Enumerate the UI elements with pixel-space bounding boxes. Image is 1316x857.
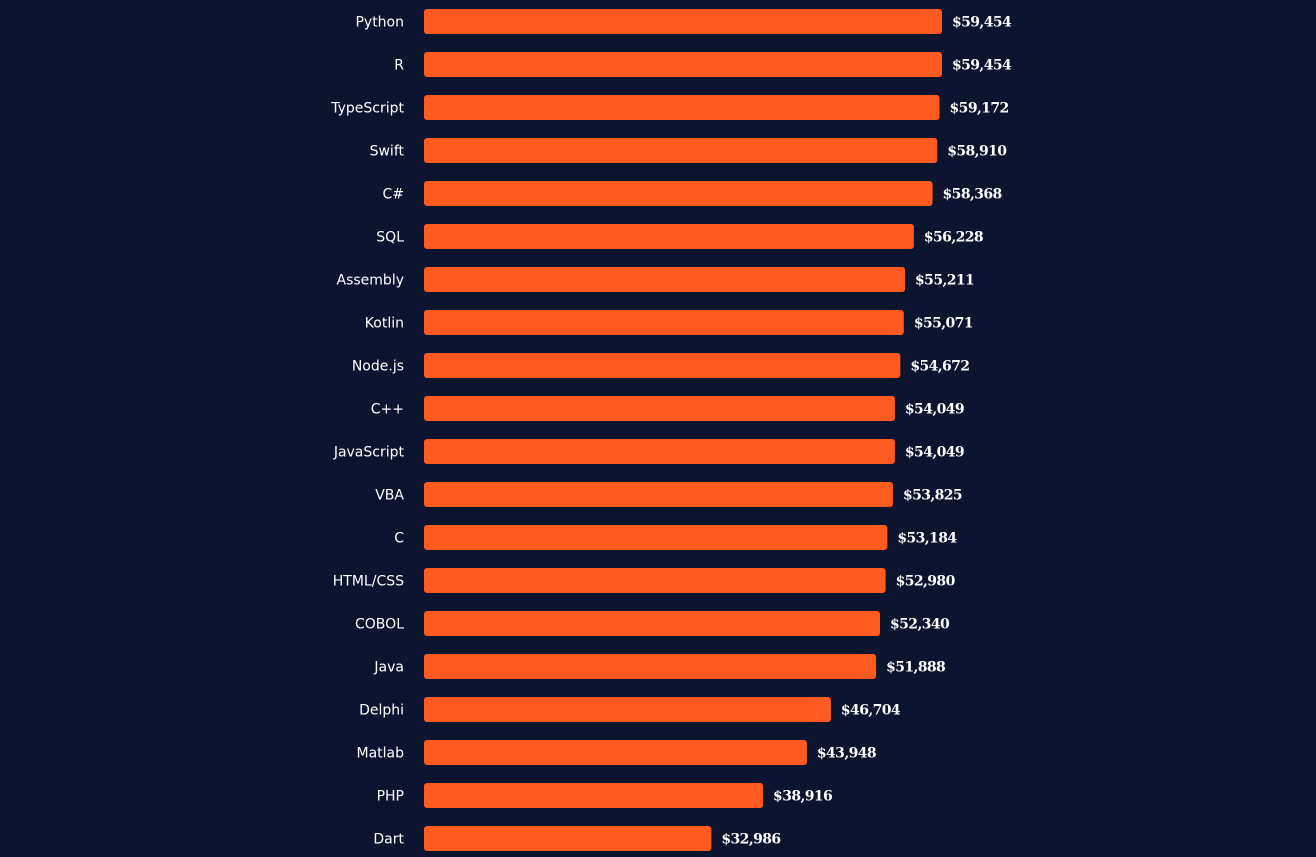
value-label: $52,980 xyxy=(896,574,956,590)
value-label: $59,454 xyxy=(952,15,1012,31)
bar xyxy=(424,181,933,206)
category-label: TypeScript xyxy=(330,101,404,117)
value-label: $38,916 xyxy=(773,789,832,805)
value-label: $54,049 xyxy=(905,445,964,461)
value-label: $55,071 xyxy=(914,316,973,332)
value-label: $32,986 xyxy=(721,832,780,848)
bar-row-javascript: JavaScript $54,049 xyxy=(333,439,965,464)
category-label: JavaScript xyxy=(333,445,405,461)
category-label: Swift xyxy=(370,144,405,160)
value-label: $58,368 xyxy=(943,187,1002,203)
category-label: COBOL xyxy=(355,617,404,633)
value-label: $53,184 xyxy=(897,531,957,547)
bar xyxy=(424,525,888,550)
bar-row-dart: Dart $32,986 xyxy=(373,826,781,851)
category-label: C++ xyxy=(371,402,404,418)
bar-row-c: C++ $54,049 xyxy=(371,396,965,421)
value-label: $52,340 xyxy=(890,617,950,633)
bar xyxy=(424,224,914,249)
bar-row-matlab: Matlab $43,948 xyxy=(356,740,877,765)
bar-row-assembly: Assembly $55,211 xyxy=(337,267,975,292)
category-label: C# xyxy=(382,187,404,203)
category-label: PHP xyxy=(377,789,404,805)
bar-row-node-js: Node.js $54,672 xyxy=(352,353,970,378)
bar-row-swift: Swift $58,910 xyxy=(370,138,1008,163)
bar xyxy=(424,9,942,34)
bar-row-vba: VBA $53,825 xyxy=(375,482,963,507)
bar xyxy=(424,826,712,851)
bar xyxy=(424,95,940,120)
bars-group: Python $59,454 R $59,454 TypeScript $59,172 Sw… xyxy=(330,9,1013,851)
category-label: Matlab xyxy=(356,746,404,762)
bar-row-sql: SQL $56,228 xyxy=(376,224,984,249)
value-label: $59,172 xyxy=(950,101,1009,117)
bar-row-typescript: TypeScript $59,172 xyxy=(330,95,1009,120)
category-label: Node.js xyxy=(352,359,404,375)
value-label: $54,672 xyxy=(910,359,969,375)
category-label: Kotlin xyxy=(365,316,404,332)
bar-row-delphi: Delphi $46,704 xyxy=(359,697,901,722)
bar xyxy=(424,138,938,163)
category-label: HTML/CSS xyxy=(333,574,404,590)
bar-row-r: R $59,454 xyxy=(394,52,1013,77)
value-label: $51,888 xyxy=(886,660,945,676)
value-label: $43,948 xyxy=(817,746,876,762)
bar-row-c: C $53,184 xyxy=(394,525,958,550)
value-label: $53,825 xyxy=(903,488,962,504)
bar xyxy=(424,740,807,765)
value-label: $56,228 xyxy=(924,230,983,246)
bar xyxy=(424,783,764,808)
bar-row-html-css: HTML/CSS $52,980 xyxy=(333,568,956,593)
category-label: Dart xyxy=(373,832,404,848)
bar xyxy=(424,396,895,421)
bar xyxy=(424,267,906,292)
bar-row-kotlin: Kotlin $55,071 xyxy=(365,310,974,335)
bar xyxy=(424,482,893,507)
bar-row-python: Python $59,454 xyxy=(355,9,1013,34)
bar xyxy=(424,568,886,593)
value-label: $54,049 xyxy=(905,402,964,418)
value-label: $58,910 xyxy=(947,144,1007,160)
bar xyxy=(424,52,942,77)
value-label: $59,454 xyxy=(952,58,1012,74)
bar xyxy=(424,611,881,636)
category-label: Delphi xyxy=(359,703,404,719)
bar xyxy=(424,654,877,679)
category-label: R xyxy=(394,58,404,74)
category-label: SQL xyxy=(376,230,404,246)
category-label: Java xyxy=(373,660,404,676)
bar-row-java: Java $51,888 xyxy=(373,654,946,679)
bar-row-c: C# $58,368 xyxy=(382,181,1002,206)
bar-row-cobol: COBOL $52,340 xyxy=(355,611,951,636)
value-label: $46,704 xyxy=(841,703,901,719)
bar xyxy=(424,310,904,335)
category-label: C xyxy=(394,531,404,547)
bar xyxy=(424,697,831,722)
value-label: $55,211 xyxy=(915,273,974,289)
category-label: Python xyxy=(355,15,404,31)
category-label: Assembly xyxy=(337,273,404,289)
bar xyxy=(424,439,895,464)
category-label: VBA xyxy=(375,488,404,504)
bar xyxy=(424,353,901,378)
bar-row-php: PHP $38,916 xyxy=(377,783,833,808)
